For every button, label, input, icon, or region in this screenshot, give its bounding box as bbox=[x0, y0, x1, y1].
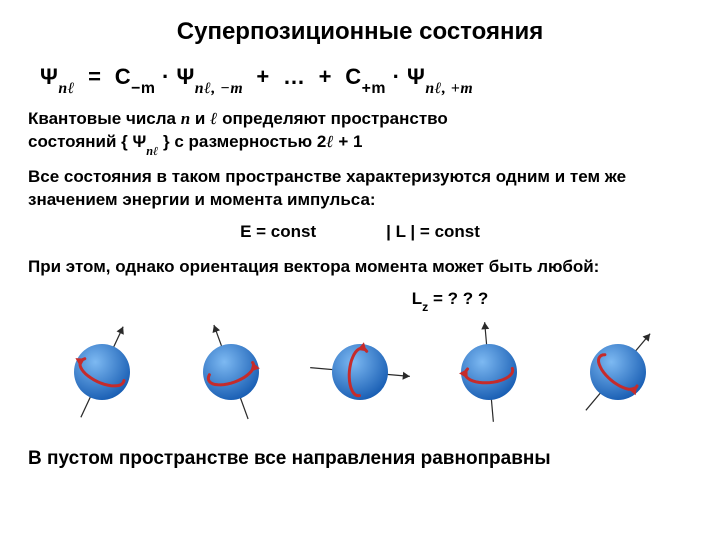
sphere-diagram bbox=[171, 317, 291, 432]
sphere-2-icon bbox=[171, 317, 291, 427]
sphere-diagram bbox=[558, 317, 678, 432]
paragraph-orientation: При этом, однако ориентация вектора моме… bbox=[28, 256, 692, 279]
sphere-1-icon bbox=[42, 317, 162, 427]
sphere-4-icon bbox=[429, 317, 549, 427]
page-title: Суперпозиционные состояния bbox=[28, 18, 692, 46]
paragraph-energy-momentum: Все состояния в таком пространстве харак… bbox=[28, 166, 692, 212]
superposition-formula: Ψnℓ = C−m · Ψnℓ, −m + … + C+m · Ψnℓ, +m bbox=[40, 64, 692, 94]
constants-line: E = const| L | = const bbox=[28, 222, 692, 242]
lz-question: Lz = ? ? ? bbox=[208, 289, 692, 311]
spheres-row bbox=[28, 317, 692, 432]
sphere-3-icon bbox=[300, 317, 420, 427]
closing-statement: В пустом пространстве все направления ра… bbox=[28, 448, 692, 470]
sphere-5-icon bbox=[558, 317, 678, 427]
sphere-diagram bbox=[300, 317, 420, 432]
sphere-diagram bbox=[429, 317, 549, 432]
paragraph-quantum-numbers: Квантовые числа n и ℓ определяют простра… bbox=[28, 108, 692, 156]
sphere-diagram bbox=[42, 317, 162, 432]
